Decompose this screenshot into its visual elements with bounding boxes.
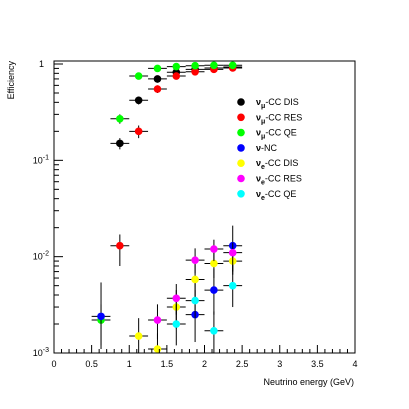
legend-label: νe-CC DIS [256, 158, 298, 171]
x-tick-label: 3 [277, 359, 282, 369]
data-point [172, 320, 181, 328]
data-point [228, 248, 237, 257]
legend-marker [237, 174, 245, 183]
y-tick-base: 10 [33, 348, 43, 358]
legend-label: νμ-CC DIS [256, 97, 299, 110]
data-point [191, 61, 199, 70]
data-point [134, 127, 143, 136]
data-point [153, 316, 162, 324]
y-tick-label: 1 [39, 59, 44, 69]
legend-label: νe-CC RES [256, 174, 302, 187]
data-point [116, 139, 124, 148]
legend-label-symbol: ν [256, 143, 261, 153]
data-point [210, 61, 218, 70]
data-point [210, 245, 218, 253]
data-point [172, 62, 181, 71]
legend-label-symbol: ν [256, 112, 261, 122]
x-tick-label: 4 [352, 359, 357, 369]
y-tick-label: 10-2 [33, 251, 49, 262]
plot-frame [53, 60, 356, 354]
series [110, 64, 243, 267]
legend-label-subscript: μ [261, 118, 265, 125]
legend-label-subscript: μ [261, 103, 265, 110]
legend-marker [237, 190, 245, 198]
chart-marks [91, 61, 243, 353]
data-point [134, 72, 143, 80]
data-point [134, 332, 143, 340]
data-point [191, 67, 199, 76]
data-point [210, 327, 218, 335]
data-point [172, 72, 181, 80]
legend-label-subscript: e [261, 195, 265, 202]
data-point [210, 286, 218, 294]
data-point [153, 75, 162, 83]
x-tick-label: 1 [127, 359, 132, 369]
legend-label-text: -CC DIS [265, 97, 299, 107]
data-point [153, 345, 162, 353]
data-point [191, 296, 199, 305]
legend-label: νμ-CC RES [256, 112, 302, 125]
data-point [191, 275, 199, 284]
y-tick-base: 1 [39, 59, 44, 69]
legend-marker [237, 98, 245, 106]
data-point [153, 64, 162, 73]
y-tick-exponent: -2 [43, 251, 49, 258]
series [166, 266, 243, 353]
x-tick-label: 2 [202, 359, 207, 369]
data-point [116, 114, 124, 123]
y-tick-exponent: -1 [43, 154, 49, 161]
x-tick-label: 0 [51, 359, 56, 369]
legend-label: ν-NC [256, 143, 278, 153]
data-point [134, 96, 143, 105]
legend-label-text: -CC QE [265, 128, 297, 138]
x-axis-label: Neutrino energy (GeV) [263, 377, 354, 387]
legend-label-text: -CC QE [265, 189, 297, 199]
legend-marker [237, 144, 245, 152]
data-point [228, 61, 237, 70]
data-point [116, 241, 124, 250]
data-point [228, 281, 237, 290]
x-tick-label: 3.5 [311, 359, 324, 369]
legend-label-subscript: e [261, 180, 265, 187]
legend-label-symbol: ν [256, 158, 261, 168]
y-axis-label: Efficiency [6, 61, 16, 100]
legend-label: νe-CC QE [256, 189, 296, 202]
legend-label-text: -CC RES [265, 174, 302, 184]
data-point [172, 294, 181, 303]
legend-label-symbol: ν [256, 189, 261, 199]
y-tick-exponent: -3 [43, 347, 49, 354]
y-tick-label: 10-1 [33, 154, 49, 165]
x-axis: 0 0.5 1 1.5 2 2.5 3 3.5 4 [51, 345, 358, 369]
legend-label: νμ-CC QE [256, 128, 297, 141]
legend-marker [237, 113, 245, 122]
x-tick-label: 0.5 [85, 359, 98, 369]
legend-marker [237, 159, 245, 167]
legend-label-symbol: ν [256, 128, 261, 138]
legend-label-text: -CC RES [265, 112, 302, 122]
x-tick-label: 1.5 [161, 359, 174, 369]
series [91, 61, 243, 346]
data-point [97, 312, 105, 321]
legend-label-subscript: μ [261, 134, 265, 141]
legend-marker [237, 128, 245, 137]
x-tick-label: 2.5 [236, 359, 249, 369]
y-axis: 110-110-210-3 [33, 59, 63, 358]
y-tick-base: 10 [33, 252, 43, 262]
data-point [210, 259, 218, 268]
legend-label-symbol: ν [256, 97, 261, 107]
legend-label-text: -CC DIS [265, 158, 299, 168]
y-tick-base: 10 [33, 155, 43, 165]
y-tick-label: 10-3 [33, 347, 49, 358]
legend-label-subscript: e [261, 164, 265, 171]
legend-label-symbol: ν [256, 174, 261, 184]
data-point [191, 256, 199, 264]
legend-label-text: -NC [261, 143, 277, 153]
data-point [153, 85, 162, 93]
